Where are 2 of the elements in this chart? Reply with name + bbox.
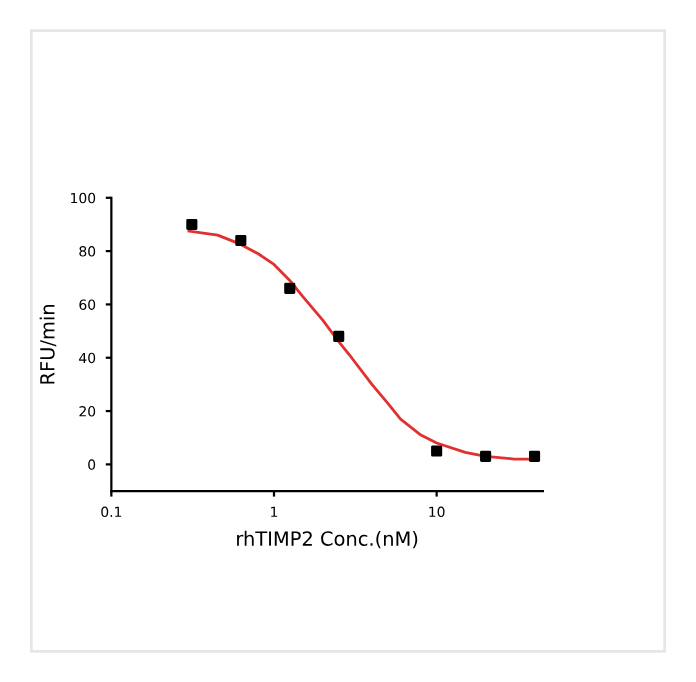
x-axis-title: rhTIMP2 Conc.(nM) — [237, 530, 418, 549]
y-axis-title: RFU/min — [39, 304, 57, 384]
